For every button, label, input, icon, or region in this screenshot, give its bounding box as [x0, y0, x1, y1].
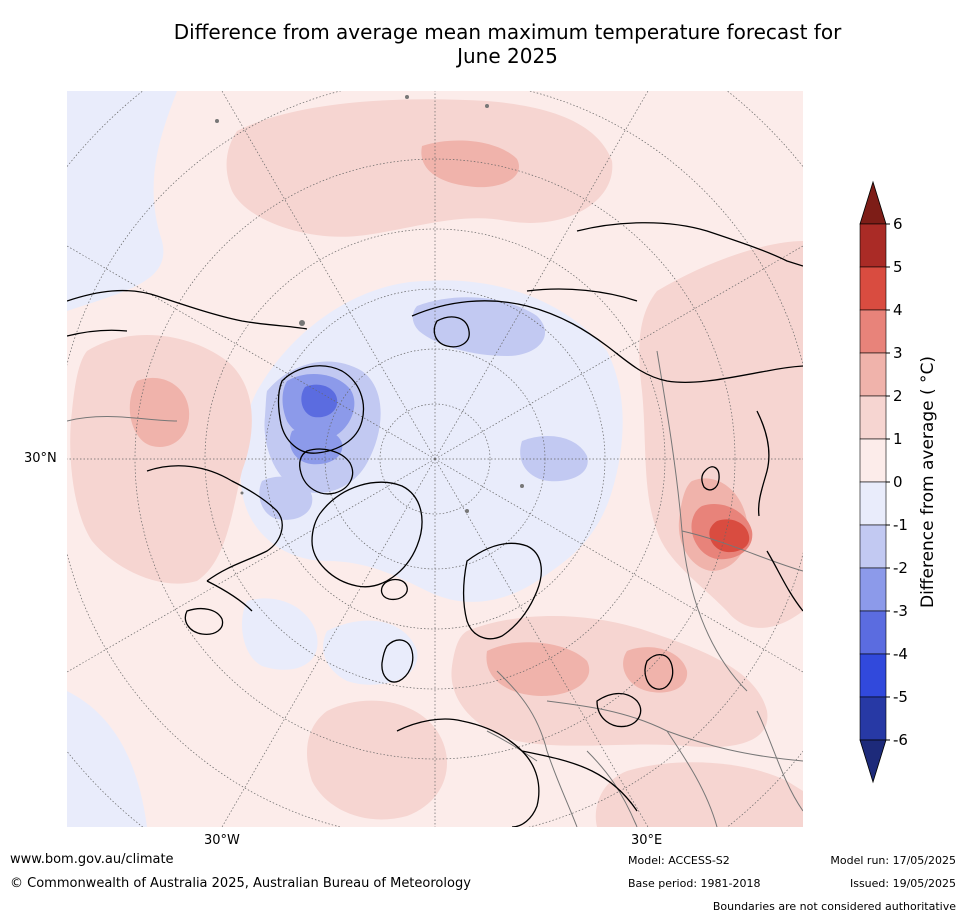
footer-issued: Issued: 19/05/2025: [849, 877, 956, 890]
colorbar-band: [859, 653, 887, 698]
warm-region-2to3-alaska: [129, 377, 190, 447]
warm-region-bottom: [307, 700, 447, 820]
lon-label-30w: 30°W: [204, 833, 240, 848]
cool-region-bottom-left: [67, 691, 147, 827]
footer-base-period: Base period: 1981-2018: [628, 877, 761, 890]
forecast-map: [67, 91, 803, 827]
colorbar-arrow-top: [859, 180, 887, 225]
warm-region-2to3-eastern-europe: [486, 642, 590, 696]
colorbar-tick-label: -4: [893, 645, 908, 663]
colorbar-band: [859, 223, 887, 268]
colorbar-ticks: 6 5 4 3 2 1 0 -1 -2 -3 -4 -5 -6: [886, 215, 908, 749]
colorbar-band: [859, 438, 887, 483]
country-borders: [67, 350, 803, 827]
cool-region-1to2-kara-sea: [412, 297, 546, 356]
footer-copyright: © Commonwealth of Australia 2025, Austra…: [10, 876, 471, 891]
colorbar-band: [859, 309, 887, 354]
title-line-2: June 2025: [457, 44, 558, 68]
warm-region-4to5-central-asia: [709, 519, 750, 553]
footer-model: Model: ACCESS-S2: [628, 854, 730, 867]
colorbar-tick-label: -6: [893, 731, 908, 749]
warm-region-bottom-right: [595, 762, 803, 827]
graticule: [67, 91, 803, 827]
map-canvas: [67, 91, 803, 827]
colorbar-tick-label: 4: [893, 301, 903, 319]
lat-label-30n: 30°N: [24, 451, 57, 466]
colorbar-tick-label: -3: [893, 602, 908, 620]
colorbar-tick-label: 1: [893, 430, 903, 448]
cool-region-3to4-archipelago-core: [301, 384, 338, 418]
ice-speckles: [215, 95, 524, 513]
cool-region-1to2-laptev: [520, 436, 588, 482]
colorbar-band: [859, 266, 887, 311]
colorbar-tick-label: -1: [893, 516, 908, 534]
coastlines: [67, 222, 803, 827]
colorbar-band: [859, 696, 887, 741]
colorbar-arrow-bottom: [859, 739, 887, 784]
colorbar-tick-label: 5: [893, 258, 903, 276]
map-title: Difference from average mean maximum tem…: [70, 20, 945, 68]
colorbar: 6 5 4 3 2 1 0 -1 -2 -3 -4 -5 -6: [859, 180, 908, 784]
title-line-1: Difference from average mean maximum tem…: [173, 20, 842, 44]
colorbar-tick-label: 6: [893, 215, 903, 233]
cool-region-arctic: [240, 280, 623, 602]
footer-website[interactable]: www.bom.gov.au/climate: [10, 852, 174, 867]
footer-disclaimer: Boundaries are not considered authoritat…: [712, 900, 956, 913]
colorbar-tick-label: -5: [893, 688, 908, 706]
colorbar-band: [859, 567, 887, 612]
cool-region-atlantic: [242, 598, 318, 670]
colorbar-tick-label: 3: [893, 344, 903, 362]
cool-region-north-atlantic: [323, 620, 418, 685]
colorbar-band: [859, 395, 887, 440]
footer-model-run: Model run: 17/05/2025: [830, 854, 956, 867]
warm-region-2to3-north-pacific: [421, 140, 519, 188]
colorbar-segments: [859, 180, 887, 784]
colorbar-label: Difference from average ( °C): [918, 355, 938, 609]
colorbar-band: [859, 352, 887, 397]
cool-region-top-left: [67, 91, 177, 311]
colorbar-tick-label: -2: [893, 559, 908, 577]
colorbar-band: [859, 610, 887, 655]
colorbar-band: [859, 524, 887, 569]
warm-region-north-pacific: [226, 99, 613, 237]
colorbar-band: [859, 481, 887, 526]
lon-label-30e: 30°E: [631, 833, 663, 848]
colorbar-tick-label: 2: [893, 387, 903, 405]
colorbar-tick-label: 0: [893, 473, 903, 491]
